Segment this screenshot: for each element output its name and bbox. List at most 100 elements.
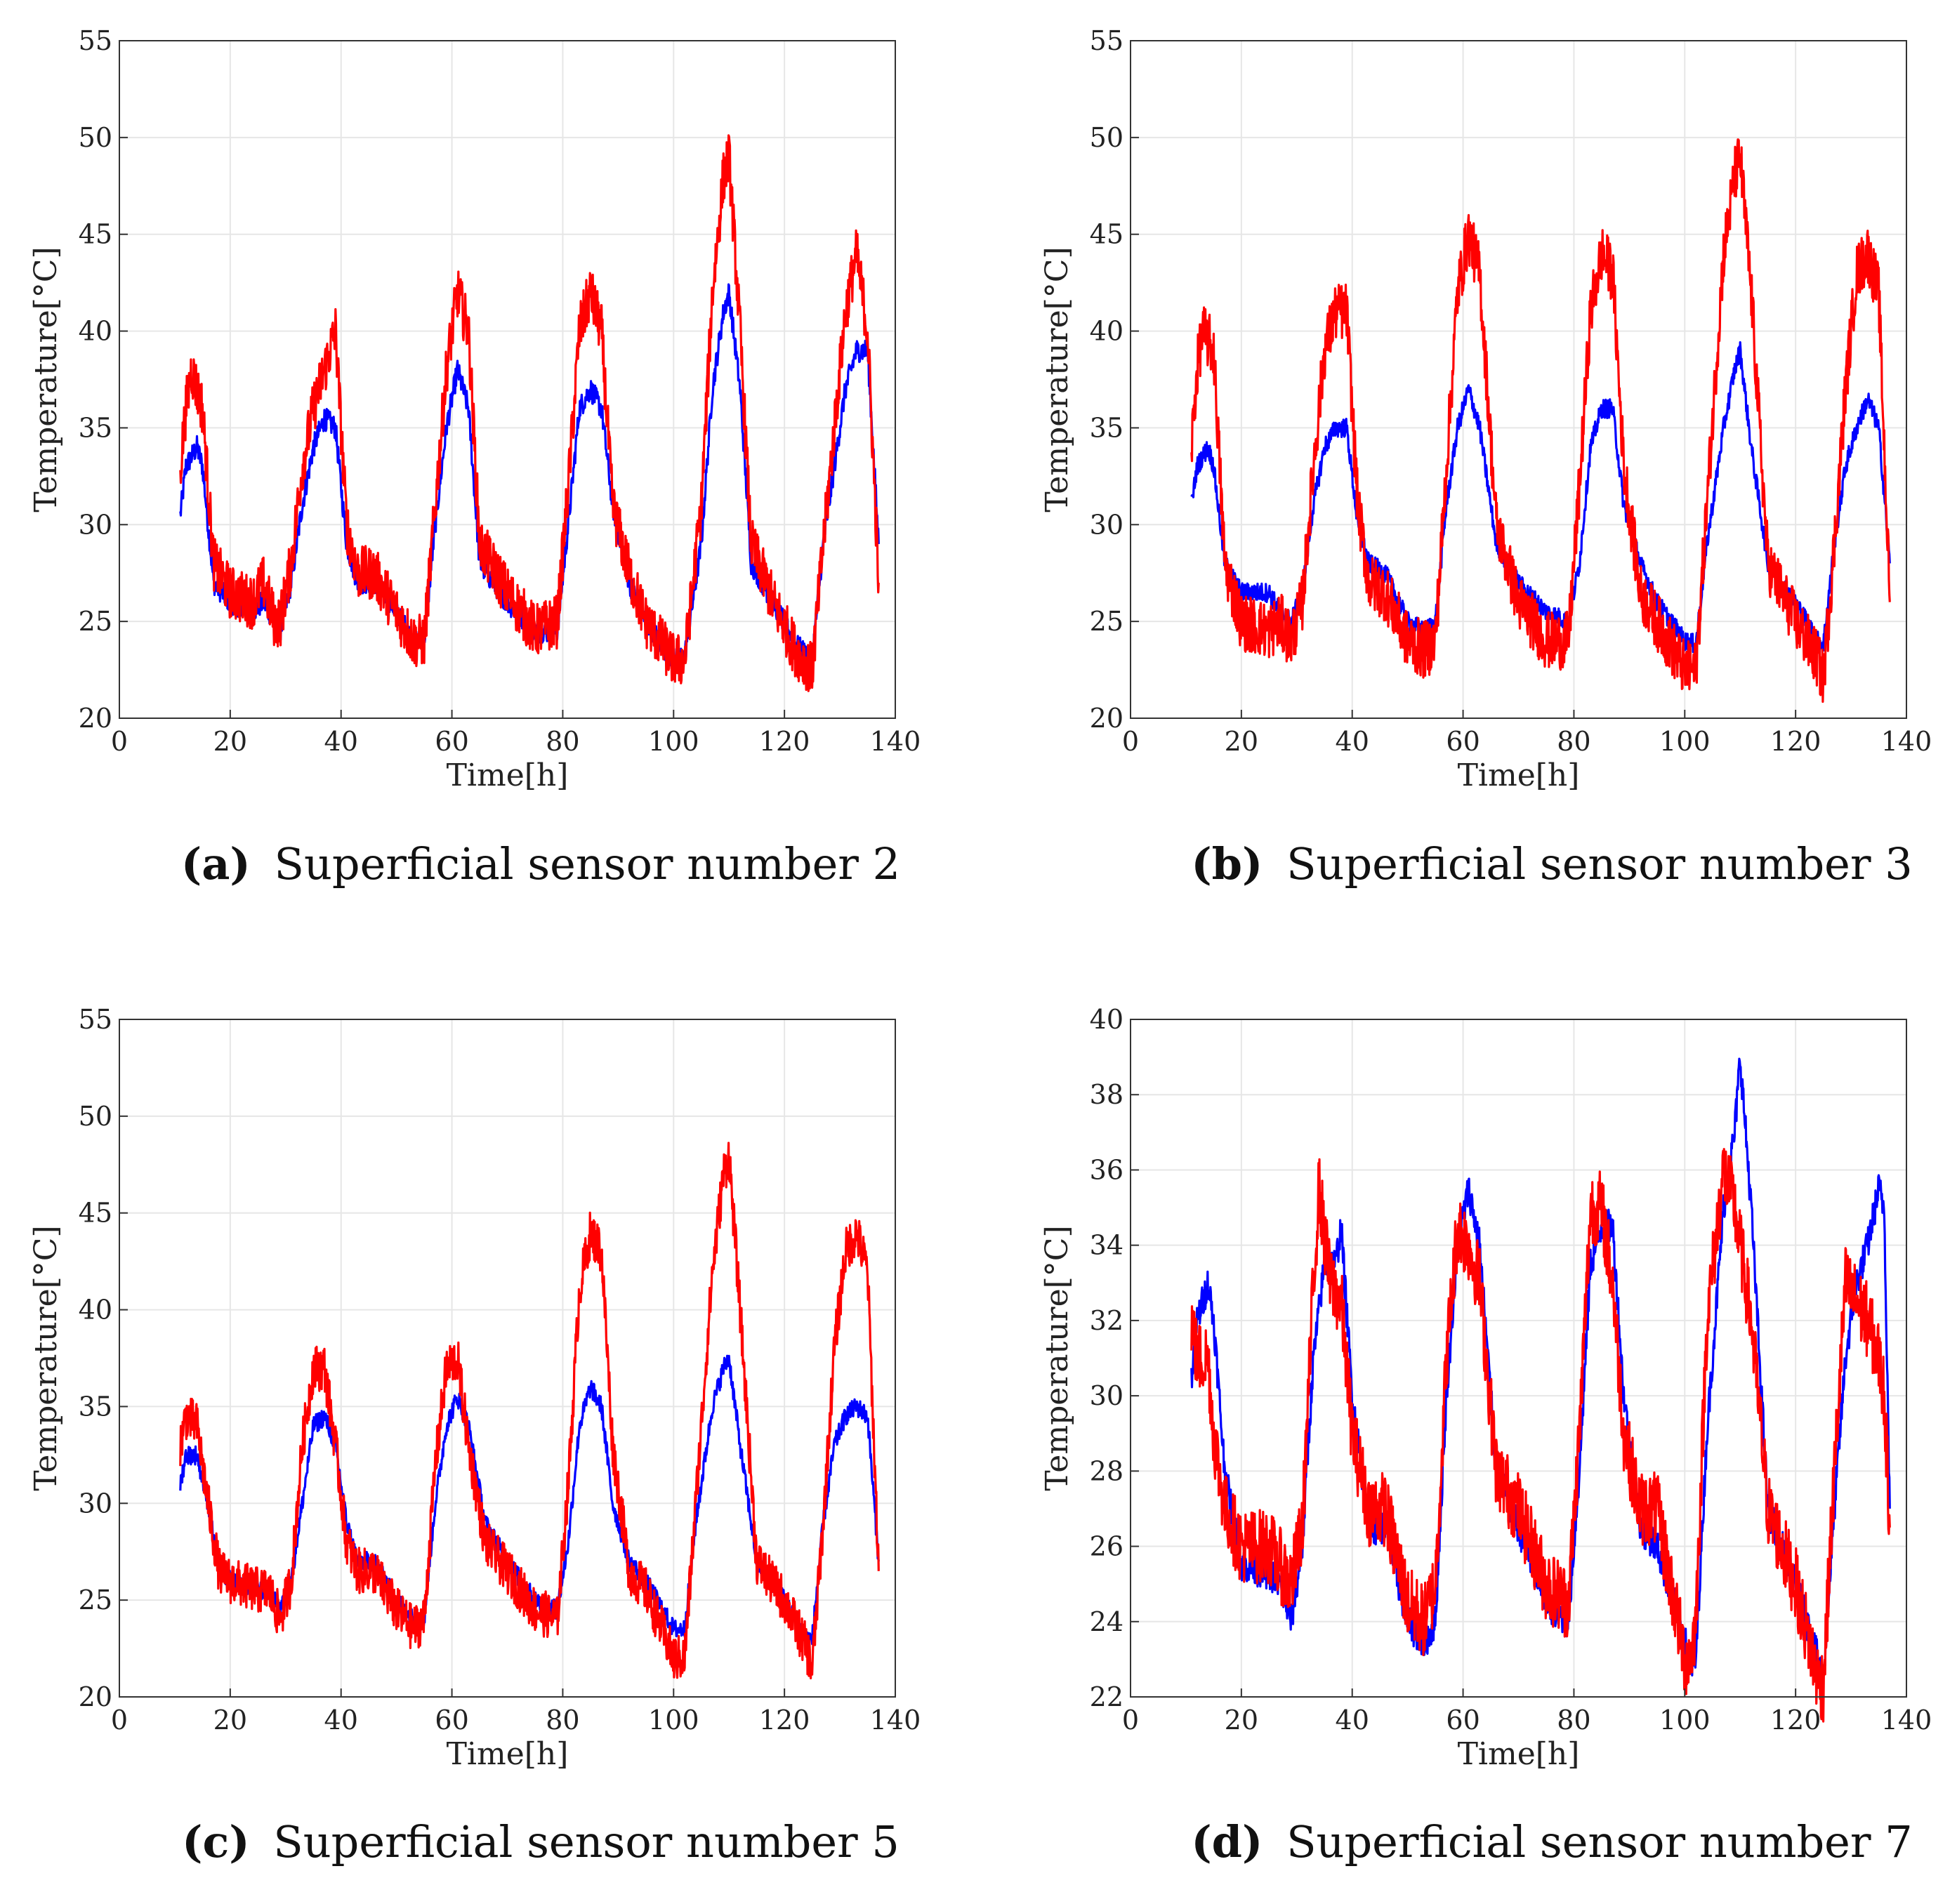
y-tick-label: 26	[1090, 1531, 1124, 1562]
caption-a-text: Superficial sensor number 2	[274, 838, 900, 890]
x-tick-label: 20	[1225, 1705, 1258, 1736]
y-tick-label: 55	[1090, 25, 1124, 56]
x-tick-label: 140	[1881, 1705, 1932, 1736]
x-tick-label: 80	[546, 1705, 579, 1736]
x-tick-label: 60	[1446, 726, 1480, 757]
y-tick-label: 38	[1090, 1079, 1124, 1110]
y-tick-label: 25	[79, 1585, 112, 1615]
y-tick-label: 50	[1090, 122, 1124, 153]
x-tick-label: 120	[1770, 1705, 1821, 1736]
x-tick-label: 140	[1881, 726, 1932, 757]
x-tick-label: 100	[1659, 1705, 1711, 1736]
panel-a: 0 20 40 60 80 100 120 1402025303540455055Time[h…	[28, 25, 921, 793]
panel-d: 0 20 40 60 80 100 120 140 22 24 26 28 30 32 34 36 38 40 Ti…	[1039, 1004, 1932, 1772]
y-tick-label: 55	[79, 1004, 112, 1035]
series-red-b	[1190, 138, 1891, 703]
y-axis-label: Temperature[°C]	[28, 1225, 64, 1490]
y-tick-label: 24	[1090, 1606, 1124, 1637]
caption-d-label: (d)	[1191, 1816, 1263, 1867]
y-tick-label: 34	[1090, 1230, 1124, 1261]
caption-c-label: (c)	[182, 1816, 249, 1867]
y-tick-label: 30	[1090, 509, 1124, 540]
y-tick-label: 20	[79, 703, 112, 734]
y-tick-label: 35	[79, 1391, 112, 1422]
x-tick-label: 20	[213, 1705, 247, 1736]
caption-d: (d) Superficial sensor number 7	[1191, 1816, 1912, 1867]
y-tick-label: 40	[79, 1295, 112, 1325]
y-tick-label: 32	[1090, 1305, 1124, 1336]
axes-frame-b	[1130, 40, 1907, 719]
y-tick-label: 45	[79, 219, 112, 250]
caption-c: (c) Superficial sensor number 5	[182, 1816, 900, 1867]
y-tick-label: 45	[79, 1198, 112, 1229]
x-tick-label: 80	[1557, 1705, 1590, 1736]
x-tick-label: 0	[1122, 1705, 1139, 1736]
y-tick-label: 20	[1090, 703, 1124, 734]
x-axis-label: Time[h]	[1458, 758, 1580, 793]
caption-c-text: Superficial sensor number 5	[273, 1816, 900, 1867]
y-tick-label: 28	[1090, 1455, 1124, 1486]
y-tick-label: 55	[79, 25, 112, 56]
y-tick-label: 22	[1090, 1681, 1124, 1712]
y-tick-label: 25	[79, 606, 112, 637]
x-tick-label: 120	[1770, 726, 1821, 757]
caption-b-label: (b)	[1191, 838, 1263, 890]
y-tick-label: 35	[79, 412, 112, 443]
caption-d-text: Superficial sensor number 7	[1286, 1816, 1913, 1867]
x-tick-label: 80	[1557, 726, 1590, 757]
x-tick-label: 100	[648, 726, 699, 757]
x-tick-label: 40	[1336, 1705, 1369, 1736]
series-red-a	[179, 134, 880, 692]
y-tick-label: 25	[1090, 606, 1124, 637]
x-tick-label: 120	[759, 726, 810, 757]
x-tick-label: 140	[870, 726, 921, 757]
y-tick-label: 35	[1090, 412, 1124, 443]
caption-b: (b) Superficial sensor number 3	[1191, 838, 1912, 890]
x-tick-label: 40	[324, 726, 358, 757]
caption-a: (a) Superficial sensor number 2	[181, 838, 900, 890]
x-tick-label: 140	[870, 1705, 921, 1736]
x-tick-label: 20	[213, 726, 247, 757]
x-tick-label: 40	[324, 1705, 358, 1736]
x-tick-label: 80	[546, 726, 579, 757]
x-tick-label: 120	[759, 1705, 810, 1736]
axes-frame-a	[119, 40, 896, 719]
caption-a-label: (a)	[181, 838, 251, 890]
x-tick-label: 20	[1225, 726, 1258, 757]
y-tick-label: 20	[79, 1681, 112, 1712]
x-axis-label: Time[h]	[447, 758, 569, 793]
series-red-d	[1190, 1148, 1891, 1723]
x-tick-label: 60	[435, 726, 468, 757]
x-axis-label: Time[h]	[447, 1736, 569, 1772]
panel-b: 0 20 40 60 80 100 120 1402025303540455055Time[h…	[1039, 25, 1932, 793]
grid-d	[1130, 1019, 1907, 1698]
axes-frame-c	[119, 1019, 896, 1698]
y-tick-label: 36	[1090, 1154, 1124, 1185]
caption-b-text: Superficial sensor number 3	[1286, 838, 1913, 890]
x-tick-label: 0	[111, 726, 128, 757]
x-tick-label: 100	[648, 1705, 699, 1736]
series-red-c	[179, 1142, 880, 1679]
y-tick-label: 45	[1090, 219, 1124, 250]
y-axis-label: Temperature[°C]	[1039, 1225, 1075, 1490]
x-tick-label: 60	[1446, 1705, 1480, 1736]
y-tick-label: 50	[79, 1101, 112, 1132]
y-tick-label: 30	[79, 1488, 112, 1519]
y-tick-label: 50	[79, 122, 112, 153]
panel-c: 0 20 40 60 80 100 120 1402025303540455055Time[h…	[28, 1004, 921, 1772]
x-axis-label: Time[h]	[1458, 1736, 1580, 1772]
y-tick-label: 40	[1090, 1004, 1124, 1035]
y-tick-label: 30	[79, 509, 112, 540]
axes-frame-d	[1130, 1019, 1907, 1698]
x-tick-label: 0	[1122, 726, 1139, 757]
y-axis-label: Temperature[°C]	[1039, 246, 1075, 512]
x-tick-label: 60	[435, 1705, 468, 1736]
y-axis-label: Temperature[°C]	[28, 246, 64, 512]
y-tick-label: 40	[1090, 316, 1124, 347]
y-tick-label: 40	[79, 316, 112, 347]
x-tick-label: 0	[111, 1705, 128, 1736]
x-tick-label: 100	[1659, 726, 1711, 757]
y-tick-label: 30	[1090, 1380, 1124, 1411]
x-tick-label: 40	[1336, 726, 1369, 757]
